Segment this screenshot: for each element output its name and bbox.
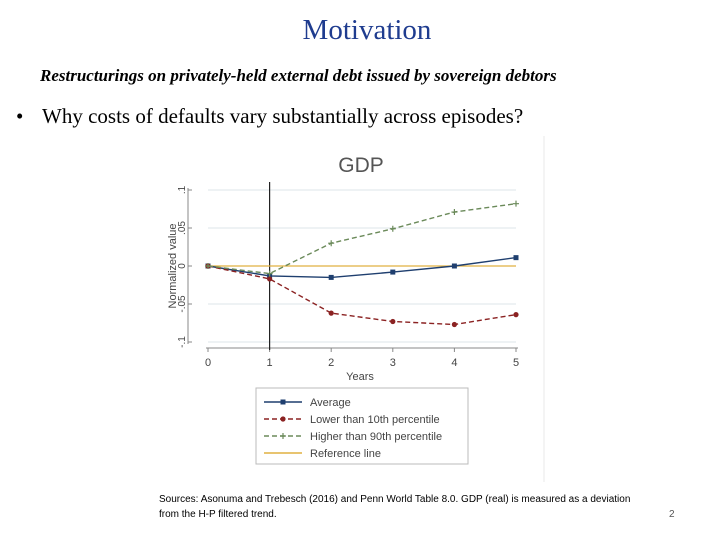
point-higher-than-90th-percentile-4 (451, 209, 458, 216)
x-tick-label: 5 (513, 357, 519, 369)
point-average-2 (328, 274, 334, 280)
slide-subtitle: Restructurings on privately-held externa… (40, 66, 557, 85)
series-line-lower-than-10th-percentile (207, 265, 517, 326)
y-tick-label: 0 (177, 263, 188, 269)
point-legend-average (280, 399, 286, 405)
point-lower-than-10th-percentile-1 (267, 276, 273, 282)
y-tick-label: .1 (177, 185, 188, 194)
point-lower-than-10th-percentile-2 (328, 310, 334, 316)
series-line-higher-than-90th-percentile (207, 203, 517, 275)
y-tick-label: -.1 (177, 336, 188, 348)
legend-label-average: Average (310, 397, 351, 409)
legend-box (255, 387, 469, 465)
y-tick-label: -.05 (177, 295, 188, 313)
point-legend-higher-than-90th-percentile (280, 433, 286, 439)
point-average-3 (390, 269, 396, 275)
point-legend-lower-than-10th-percentile (280, 416, 286, 422)
x-tick-label: 0 (205, 357, 211, 369)
point-average-5 (513, 255, 519, 261)
point-average-4 (451, 263, 457, 269)
bullet-point: • Why costs of defaults vary substantiall… (16, 104, 523, 129)
slide-title: Motivation (302, 14, 432, 46)
point-higher-than-90th-percentile-5 (513, 200, 519, 207)
gdp-chart: GDP -.1 -.05 0.05.1 Normalized value 0 1 2 3 4 5 Ye… (158, 136, 548, 488)
point-lower-than-10th-percentile-5 (513, 312, 519, 318)
point-higher-than-90th-percentile-3 (389, 225, 396, 232)
x-tick-label: 2 (328, 357, 334, 369)
legend-label-higher-than-90th-percentile: Higher than 90th percentile (310, 431, 442, 443)
point-higher-than-90th-percentile-1 (266, 270, 273, 277)
bullet-text: Why costs of defaults vary substantially… (42, 104, 524, 128)
point-lower-than-10th-percentile-3 (390, 318, 396, 325)
point-higher-than-90th-percentile-0 (205, 263, 211, 269)
x-axis-label: Years (346, 371, 374, 383)
x-tick-label: 3 (390, 357, 396, 369)
y-tick-label: .05 (177, 221, 188, 235)
point-higher-than-90th-percentile-2 (328, 240, 335, 247)
x-tick-label: 4 (451, 357, 457, 369)
legend-label-reference-line: Reference line (310, 448, 381, 460)
x-tick-label: 1 (267, 357, 273, 369)
y-axis-label: Normalized value (167, 224, 179, 309)
page-number: 2 (669, 509, 675, 520)
point-lower-than-10th-percentile-4 (451, 321, 457, 328)
legend-label-lower-than-10th-percentile: Lower than 10th percentile (310, 414, 440, 426)
sources-note: Sources: Asonuma and Trebesch (2016) and… (159, 494, 631, 520)
chart-title: GDP (338, 154, 384, 177)
bullet-symbol: • (16, 104, 24, 128)
series-line-average (207, 256, 517, 279)
